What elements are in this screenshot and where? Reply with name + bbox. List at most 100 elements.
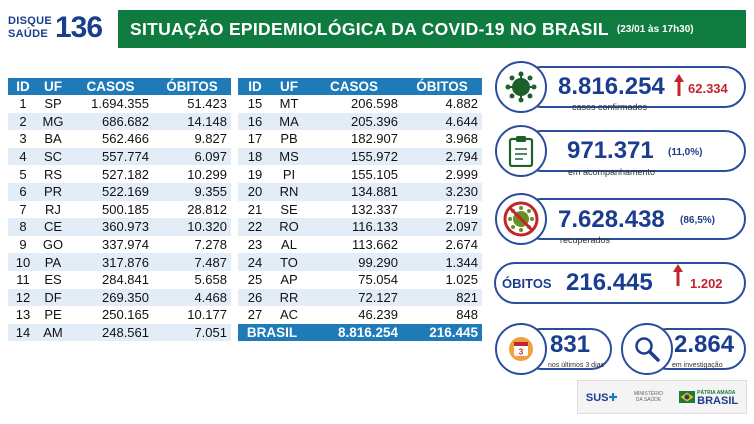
table-row: 14 AM 248.561 7.051: [8, 323, 231, 342]
confirmed-label: casos confirmados: [572, 102, 648, 112]
table-row: 23 AL 113.662 2.674: [238, 235, 482, 254]
cell-obitos: 7.051: [153, 323, 231, 342]
cell-casos: 360.973: [68, 218, 153, 236]
cell-uf: SC: [38, 147, 68, 166]
gov-small: PÁTRIA AMADA: [697, 390, 736, 396]
cell-casos: 269.350: [68, 288, 153, 307]
table-row: 18 MS 155.972 2.794: [238, 147, 482, 166]
table-row: 19 PI 155.105 2.999: [238, 165, 482, 183]
cell-uf: AM: [38, 323, 68, 342]
cell-id: 17: [238, 130, 272, 148]
cell-casos: 155.972: [306, 147, 402, 166]
col-casos: CASOS: [68, 78, 153, 95]
cell-id: 8: [8, 218, 38, 236]
cell-id: 9: [8, 235, 38, 254]
cell-uf: PR: [38, 182, 68, 201]
ministry-label: MINISTÉRIO DA SAÚDE: [633, 391, 664, 403]
monitoring-pct: (11,0%): [668, 147, 703, 158]
table-row: 6 PR 522.169 9.355: [8, 182, 231, 201]
cell-obitos: 1.025: [402, 270, 482, 289]
investigation-label: em investigação: [672, 362, 723, 369]
cell-obitos: 9.355: [153, 182, 231, 201]
cell-id: 23: [238, 235, 272, 254]
gov-big: BRASIL: [697, 395, 739, 407]
cell-id: 7: [8, 200, 38, 219]
cell-obitos: 4.468: [153, 288, 231, 307]
cell-obitos: 7.487: [153, 253, 231, 271]
brasil-total-row: BRASIL 8.816.254 216.445: [238, 323, 482, 342]
cell-uf: TO: [272, 253, 306, 271]
cell-obitos: 3.230: [402, 182, 482, 201]
cell-casos: 46.239: [306, 306, 402, 324]
cell-uf: DF: [38, 288, 68, 307]
cell-id: 12: [8, 288, 38, 307]
cell-id: 25: [238, 270, 272, 289]
states-table-right: ID UF CASOS ÓBITOS 15 MT 206.598 4.882 16 MA 2…: [238, 78, 482, 342]
recovered-label: recuperados: [560, 235, 611, 245]
cell-uf: AL: [272, 235, 306, 254]
cell-casos: 155.105: [306, 165, 402, 183]
total-casos: 8.816.254: [306, 323, 402, 342]
cell-uf: AC: [272, 306, 306, 324]
cell-casos: 686.682: [68, 112, 153, 131]
table-row: 21 SE 132.337 2.719: [238, 200, 482, 219]
footer-logos: SUS✚ MINISTÉRIO DA SAÚDE PÁTRIA AMADA BR…: [577, 380, 747, 414]
cell-obitos: 5.658: [153, 270, 231, 289]
cell-id: 11: [8, 270, 38, 289]
cell-obitos: 2.674: [402, 235, 482, 254]
cell-casos: 337.974: [68, 235, 153, 254]
cell-id: 6: [8, 182, 38, 201]
recent-value: 831: [550, 331, 591, 358]
cell-casos: 206.598: [306, 95, 402, 113]
cell-obitos: 4.882: [402, 95, 482, 113]
table-row: 27 AC 46.239 848: [238, 306, 482, 324]
table-row: 1 SP 1.694.355 51.423: [8, 95, 231, 113]
col-uf: UF: [272, 78, 306, 95]
col-uf: UF: [38, 78, 68, 95]
cell-casos: 522.169: [68, 182, 153, 201]
cell-obitos: 2.999: [402, 165, 482, 183]
cell-id: 22: [238, 218, 272, 236]
cell-obitos: 2.719: [402, 200, 482, 219]
gov-logo: PÁTRIA AMADA BRASIL: [679, 389, 739, 407]
page-title: SITUAÇÃO EPIDEMIOLÓGICA DA COVID-19 NO B…: [130, 18, 609, 39]
cell-casos: 284.841: [68, 270, 153, 289]
recovered-value: 7.628.438: [558, 206, 665, 233]
cell-casos: 557.774: [68, 147, 153, 166]
cell-obitos: 821: [402, 288, 482, 307]
cell-casos: 500.185: [68, 200, 153, 219]
cell-id: 3: [8, 130, 38, 148]
cell-casos: 116.133: [306, 218, 402, 236]
cell-id: 26: [238, 288, 272, 307]
deaths-delta: 1.202: [690, 276, 723, 291]
cell-casos: 99.290: [306, 253, 402, 271]
cell-casos: 248.561: [68, 323, 153, 342]
recent-label: nos últimos 3 dias: [548, 362, 605, 369]
cell-uf: PA: [38, 253, 68, 271]
cell-uf: PE: [38, 306, 68, 324]
monitoring-label: em acompanhamento: [568, 167, 656, 177]
cell-uf: PI: [272, 165, 306, 183]
table-header-row: ID UF CASOS ÓBITOS: [238, 78, 482, 95]
table-row: 13 PE 250.165 10.177: [8, 306, 231, 324]
cell-casos: 1.694.355: [68, 95, 153, 113]
table-row: 11 ES 284.841 5.658: [8, 270, 231, 289]
table-row: 2 MG 686.682 14.148: [8, 112, 231, 131]
cell-id: 10: [8, 253, 38, 271]
cell-id: 24: [238, 253, 272, 271]
cell-uf: MA: [272, 112, 306, 131]
cell-casos: 250.165: [68, 306, 153, 324]
col-obitos: ÓBITOS: [402, 78, 482, 95]
cell-casos: 134.881: [306, 182, 402, 201]
clipboard-icon: [495, 125, 547, 177]
cell-obitos: 10.320: [153, 218, 231, 236]
cell-id: 16: [238, 112, 272, 131]
up-arrow-icon: [673, 264, 683, 286]
cell-uf: RN: [272, 182, 306, 201]
cell-id: 14: [8, 323, 38, 342]
title-date: (23/01 às 17h30): [616, 23, 694, 35]
cell-id: 19: [238, 165, 272, 183]
table-row: 16 MA 205.396 4.644: [238, 112, 482, 131]
cell-uf: CE: [38, 218, 68, 236]
cell-id: 15: [238, 95, 272, 113]
